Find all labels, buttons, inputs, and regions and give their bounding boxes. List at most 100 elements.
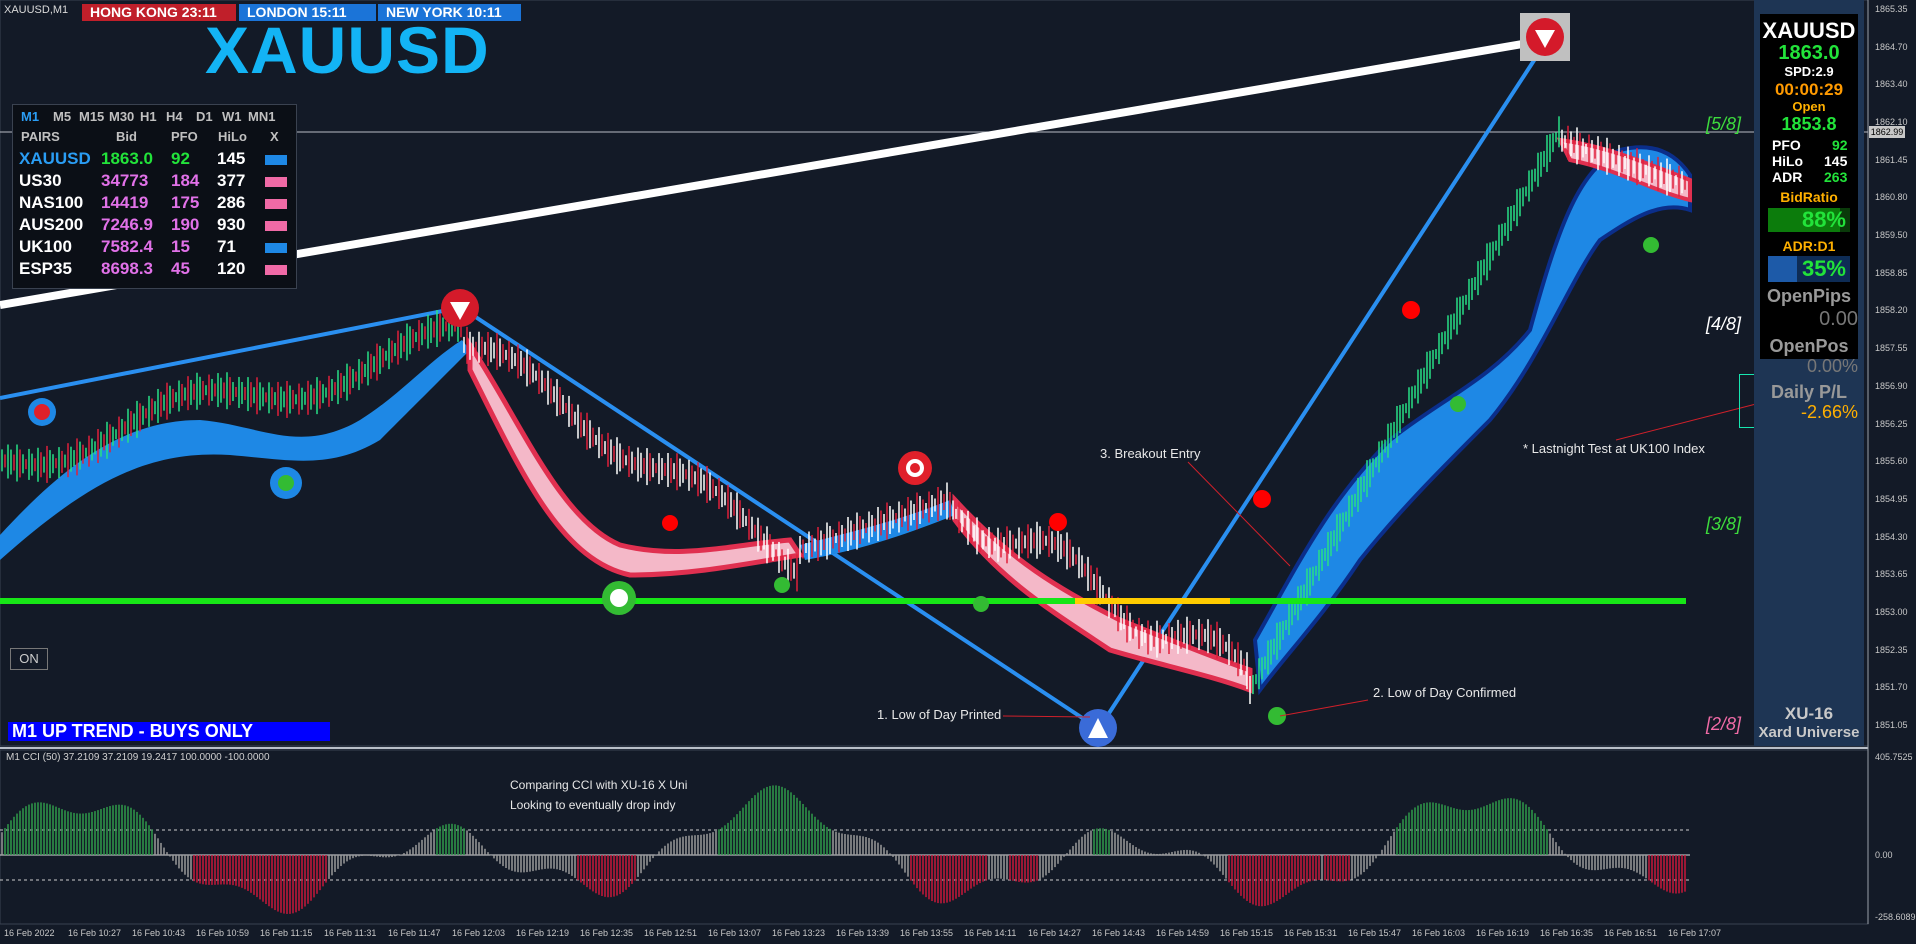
timeframe-m1[interactable]: M1 (21, 109, 40, 124)
price-axis-label: 1856.90 (1875, 380, 1908, 391)
info-dailypl-label: Daily P/L (1770, 382, 1848, 402)
timeframe-m30[interactable]: M30 (109, 109, 135, 124)
time-axis-label: 16 Feb 13:07 (708, 928, 762, 938)
matrix-row: AUS200 7246.9 190 930 (13, 215, 296, 237)
timeframe-h4[interactable]: H4 (166, 109, 183, 124)
matrix-cell-hilo: 930 (217, 215, 246, 234)
timeframe-w1[interactable]: W1 (222, 109, 242, 124)
time-axis-label: 16 Feb 14:11 (964, 928, 1017, 938)
info-adr-label: ADR (1772, 169, 1803, 185)
matrix-cell-hilo: 286 (217, 193, 246, 212)
time-axis-label: 16 Feb 16:03 (1412, 928, 1466, 938)
time-axis-label: 16 Feb 13:39 (836, 928, 890, 938)
matrix-row: ESP35 8698.3 45 120 (13, 259, 296, 281)
header-x: X (270, 129, 279, 144)
price-axis-label: 1855.60 (1875, 456, 1908, 467)
price-axis-label: 1863.40 (1875, 79, 1908, 90)
matrix-cell-hilo: 120 (217, 259, 246, 278)
matrix-cell-bid: 14419 (101, 193, 149, 212)
cci-axis-zero: 0.00 (1875, 850, 1893, 860)
clock-hong-kong: HONG KONG 23:11 (82, 4, 236, 21)
time-axis-label: 16 Feb 15:47 (1348, 928, 1402, 938)
price-axis-label: 1856.25 (1875, 418, 1908, 429)
price-axis-label: 1862.10 (1875, 117, 1908, 128)
price-axis-label: 1857.55 (1875, 343, 1908, 354)
annotation-low-printed: 1. Low of Day Printed (877, 707, 1002, 722)
time-axis-label: 16 Feb 14:43 (1092, 928, 1146, 938)
info-bidratio-label: BidRatio (1780, 189, 1838, 205)
matrix-row: US30 34773 184 377 (13, 171, 296, 193)
on-toggle-button[interactable]: ON (10, 648, 48, 670)
murrey-2-8: [2/8] (1706, 714, 1742, 734)
matrix-cell-pfo: 92 (171, 149, 190, 168)
murrey-4-8: [4/8] (1706, 314, 1742, 334)
matrix-cell-pfo: 15 (171, 237, 190, 256)
clock-new-york: NEW YORK 10:11 (378, 4, 521, 21)
timeframe-m5[interactable]: M5 (53, 109, 72, 124)
matrix-cell-pair: UK100 (19, 237, 72, 256)
time-axis-label: 16 Feb 10:27 (68, 928, 122, 938)
price-axis-label: 1854.30 (1875, 531, 1908, 542)
price-axis-label: 1858.20 (1875, 305, 1908, 316)
info-adrd1-label: ADR:D1 (1782, 238, 1836, 254)
time-axis-label: 16 Feb 14:59 (1156, 928, 1210, 938)
matrix-row: NAS100 14419 175 286 (13, 193, 296, 215)
matrix-cell-pfo: 190 (171, 215, 200, 234)
bidratio-value: 88% (1801, 207, 1846, 232)
info-open-label: Open (1792, 99, 1826, 114)
time-axis-label: 16 Feb 16:35 (1540, 928, 1594, 938)
annotation-low-confirmed: 2. Low of Day Confirmed (1373, 685, 1517, 700)
info-adr-value: 263 (1824, 169, 1848, 185)
price-axis-label: 1853.65 (1875, 569, 1908, 580)
cci-axis-bottom: -258.6089 (1875, 912, 1916, 922)
price-axis-label: 1851.05 (1875, 720, 1908, 730)
matrix-x-indicator (265, 199, 287, 209)
matrix-cell-bid: 7582.4 (101, 237, 153, 256)
annotation-lines (1002, 403, 1757, 718)
time-axis-label: 16 Feb 14:27 (1028, 928, 1082, 938)
cci-histogram (1, 785, 1686, 914)
time-axis-label: 16 Feb 15:31 (1284, 928, 1338, 938)
timeframe-d1[interactable]: D1 (196, 109, 213, 124)
matrix-cell-pair: US30 (19, 171, 62, 190)
price-axis-label: 1851.70 (1875, 682, 1908, 693)
info-spread: SPD:2.9 (1784, 64, 1834, 79)
matrix-cell-pfo: 175 (171, 193, 200, 212)
matrix-cell-pair: XAUUSD (19, 149, 91, 168)
matrix-cell-bid: 8698.3 (101, 259, 153, 278)
bull-band-3 (1252, 145, 1692, 696)
time-axis-label: 16 Feb 2022 (4, 928, 55, 938)
timeframe-m15[interactable]: M15 (79, 109, 105, 124)
signal-markers (28, 13, 1659, 747)
bidratio-fill (1768, 208, 1841, 232)
timeframe-h1[interactable]: H1 (140, 109, 157, 124)
matrix-x-indicator (265, 265, 287, 275)
header-bid: Bid (116, 129, 137, 144)
time-axis-label: 16 Feb 11:47 (388, 928, 441, 938)
time-axis-label: 16 Feb 12:03 (452, 928, 506, 938)
info-dailypl-value: -2.66% (1800, 402, 1858, 422)
time-axis-label: 16 Feb 12:51 (644, 928, 698, 938)
cci-comment-2: Looking to eventually drop indy (510, 798, 676, 812)
matrix-cell-pair: NAS100 (19, 193, 84, 212)
price-axis-label: 1860.80 (1875, 192, 1908, 203)
timeframe-mn1[interactable]: MN1 (248, 109, 276, 124)
time-axis-label: 16 Feb 13:23 (772, 928, 826, 938)
price-axis-label: 1865.35 (1875, 4, 1908, 14)
time-axis-label: 16 Feb 16:19 (1476, 928, 1530, 938)
time-axis-label: 16 Feb 11:15 (260, 928, 313, 938)
matrix-row: UK100 7582.4 15 71 (13, 237, 296, 259)
adrd1-bar: 35% (1768, 256, 1850, 282)
time-axis-label: 16 Feb 15:15 (1220, 928, 1274, 938)
adrd1-fill (1768, 256, 1797, 282)
info-hilo-label: HiLo (1772, 153, 1804, 169)
big-symbol-title: XAUUSD (205, 13, 490, 87)
time-axis-label: 16 Feb 12:35 (580, 928, 634, 938)
matrix-cell-bid: 34773 (101, 171, 149, 190)
matrix-x-indicator (265, 155, 287, 165)
brand-subtitle: Xard Universe (1758, 724, 1860, 741)
brand-title: XU-16 (1784, 704, 1834, 723)
info-openpips-label: OpenPips (1766, 286, 1851, 306)
